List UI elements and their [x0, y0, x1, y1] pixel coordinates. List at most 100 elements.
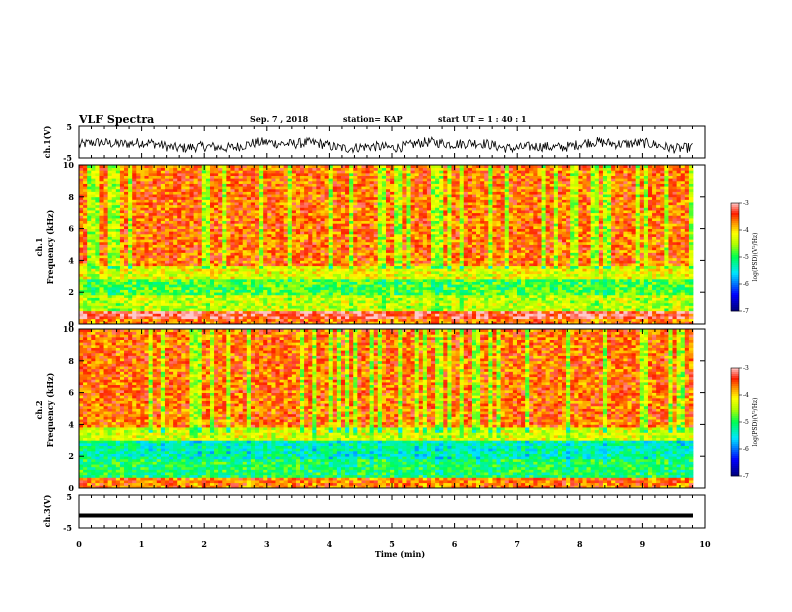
spectrogram-cell	[337, 202, 341, 205]
spectrogram-cell	[173, 284, 177, 287]
spectrogram-cell	[95, 239, 99, 242]
spectrogram-cell	[235, 210, 239, 213]
spectrogram-cell	[161, 186, 165, 189]
spectrogram-cell	[251, 239, 255, 242]
spectrogram-cell	[345, 218, 349, 221]
spectrogram-cell	[210, 199, 214, 202]
spectrogram-cell	[218, 239, 222, 242]
spectrogram-cell	[411, 313, 415, 316]
spectrogram-cell	[190, 199, 194, 202]
spectrogram-cell	[243, 202, 247, 205]
spectrogram-cell	[235, 168, 239, 171]
spectrogram-cell	[255, 205, 259, 208]
spectrogram-cell	[267, 298, 271, 301]
spectrogram-cell	[226, 197, 230, 200]
spectrogram-cell	[357, 168, 361, 171]
spectrogram-cell	[370, 268, 374, 271]
spectrogram-cell	[173, 237, 177, 240]
spectrogram-cell	[79, 181, 83, 184]
spectrogram-cell	[374, 284, 378, 287]
spectrogram-cell	[378, 226, 382, 229]
spectrogram-cell	[198, 192, 202, 195]
spectrogram-cell	[140, 168, 144, 171]
spectrogram-cell	[222, 295, 226, 298]
spectrogram-cell	[239, 308, 243, 311]
spectrogram-cell	[263, 237, 267, 240]
spectrogram-cell	[144, 292, 148, 295]
spectrogram-cell	[394, 229, 398, 232]
spectrogram-cell	[198, 303, 202, 306]
spectrogram-cell	[337, 298, 341, 301]
spectrogram-cell	[149, 303, 153, 306]
spectrogram-cell	[394, 176, 398, 179]
spectrogram-cell	[357, 181, 361, 184]
spectrogram-cell	[116, 223, 120, 226]
spectrogram-cell	[308, 300, 312, 303]
spectrogram-cell	[165, 178, 169, 181]
spectrogram-cell	[333, 308, 337, 311]
spectrogram-cell	[296, 255, 300, 258]
spectrogram-cell	[140, 260, 144, 263]
spectrogram-cell	[149, 308, 153, 311]
spectrogram-cell	[165, 271, 169, 274]
spectrogram-cell	[136, 250, 140, 253]
spectrogram-cell	[386, 319, 390, 322]
spectrogram-cell	[325, 284, 329, 287]
spectrogram-cell	[169, 282, 173, 285]
spectrogram-cell	[165, 295, 169, 298]
spectrogram-cell	[116, 226, 120, 229]
spectrogram-cell	[357, 207, 361, 210]
spectrogram-cell	[140, 173, 144, 176]
spectrogram-cell	[95, 221, 99, 224]
spectrogram-cell	[128, 221, 132, 224]
spectrogram-cell	[382, 239, 386, 242]
spectrogram-cell	[382, 305, 386, 308]
spectrogram-cell	[157, 226, 161, 229]
spectrogram-cell	[243, 266, 247, 269]
spectrogram-cell	[390, 242, 394, 245]
spectrogram-cell	[333, 176, 337, 179]
spectrogram-cell	[394, 168, 398, 171]
spectrogram-cell	[95, 213, 99, 216]
spectrogram-cell	[288, 181, 292, 184]
spectrogram-cell	[222, 184, 226, 187]
spectrogram-cell	[144, 189, 148, 192]
spectrogram-cell	[144, 258, 148, 261]
spectrogram-cell	[284, 237, 288, 240]
spectrogram-cell	[333, 242, 337, 245]
spectrogram-cell	[247, 258, 251, 261]
spectrogram-cell	[370, 313, 374, 316]
spectrogram-cell	[406, 242, 410, 245]
spectrogram-cell	[194, 247, 198, 250]
spectrogram-cell	[271, 316, 275, 319]
spectrogram-cell	[239, 194, 243, 197]
spectrogram-cell	[341, 282, 345, 285]
spectrogram-cell	[108, 202, 112, 205]
spectrogram-cell	[247, 247, 251, 250]
spectrogram-cell	[226, 284, 230, 287]
spectrogram-cell	[308, 290, 312, 293]
spectrogram-cell	[247, 226, 251, 229]
spectrogram-cell	[194, 305, 198, 308]
spectrogram-cell	[366, 168, 370, 171]
spectrogram-cell	[370, 245, 374, 248]
spectrogram-cell	[128, 290, 132, 293]
spectrogram-cell	[165, 287, 169, 290]
spectrogram-cell	[144, 226, 148, 229]
spectrogram-cell	[95, 292, 99, 295]
spectrogram-cell	[394, 282, 398, 285]
spectrogram-cell	[79, 189, 83, 192]
spectrogram-cell	[140, 229, 144, 232]
spectrogram-cell	[210, 295, 214, 298]
spectrogram-cell	[161, 178, 165, 181]
spectrogram-cell	[329, 252, 333, 255]
spectrogram-cell	[181, 308, 185, 311]
spectrogram-cell	[116, 303, 120, 306]
spectrogram-cell	[206, 252, 210, 255]
spectrogram-cell	[165, 202, 169, 205]
spectrogram-cell	[165, 173, 169, 176]
spectrogram-cell	[337, 207, 341, 210]
spectrogram-cell	[374, 229, 378, 232]
spectrogram-cell	[275, 239, 279, 242]
spectrogram-cell	[378, 170, 382, 173]
